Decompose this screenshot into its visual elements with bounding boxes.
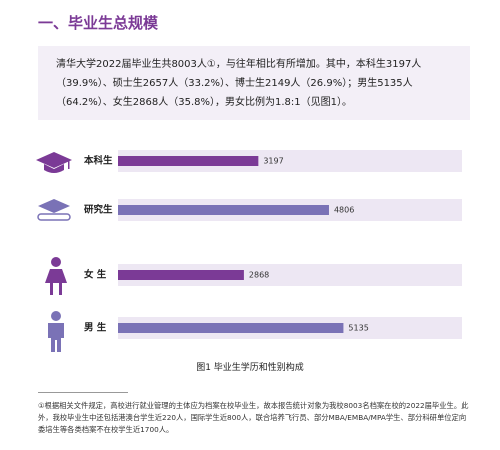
summary-box (38, 46, 470, 120)
chart: 3197 本科生 4806 研究生 2868 女 生 5135 男 生 (36, 150, 462, 352)
bar (118, 323, 344, 333)
paragraph: 清华大学2022届毕业生共8003人①，与往年相比有所增加。其中，本科生3197… (56, 59, 422, 108)
category-label: 男 生 (84, 322, 107, 334)
bar-track (118, 264, 462, 286)
category-label: 本科生 (84, 155, 113, 167)
value-label: 3197 (263, 157, 283, 166)
footnote: ①根据相关文件规定，高校进行就业管理的主体应为档案在校毕业生，故本报告统计对象为… (38, 401, 469, 434)
value-label: 5135 (348, 324, 368, 333)
footnote-rule (38, 392, 128, 393)
icon-male (48, 311, 64, 352)
category-label: 研究生 (84, 204, 113, 216)
caption: 图1 毕业生学历和性别构成 (196, 363, 304, 373)
bar (118, 205, 329, 215)
icon-cap (36, 152, 72, 173)
category-label: 女 生 (84, 269, 107, 281)
bar (118, 270, 244, 280)
heading: 一、毕业生总规模 (38, 14, 159, 32)
value-label: 2868 (249, 271, 269, 280)
icon-diploma (37, 199, 71, 221)
bar-track (118, 150, 462, 172)
bar (118, 156, 259, 166)
value-label: 4806 (334, 206, 354, 215)
icon-female (45, 257, 67, 295)
